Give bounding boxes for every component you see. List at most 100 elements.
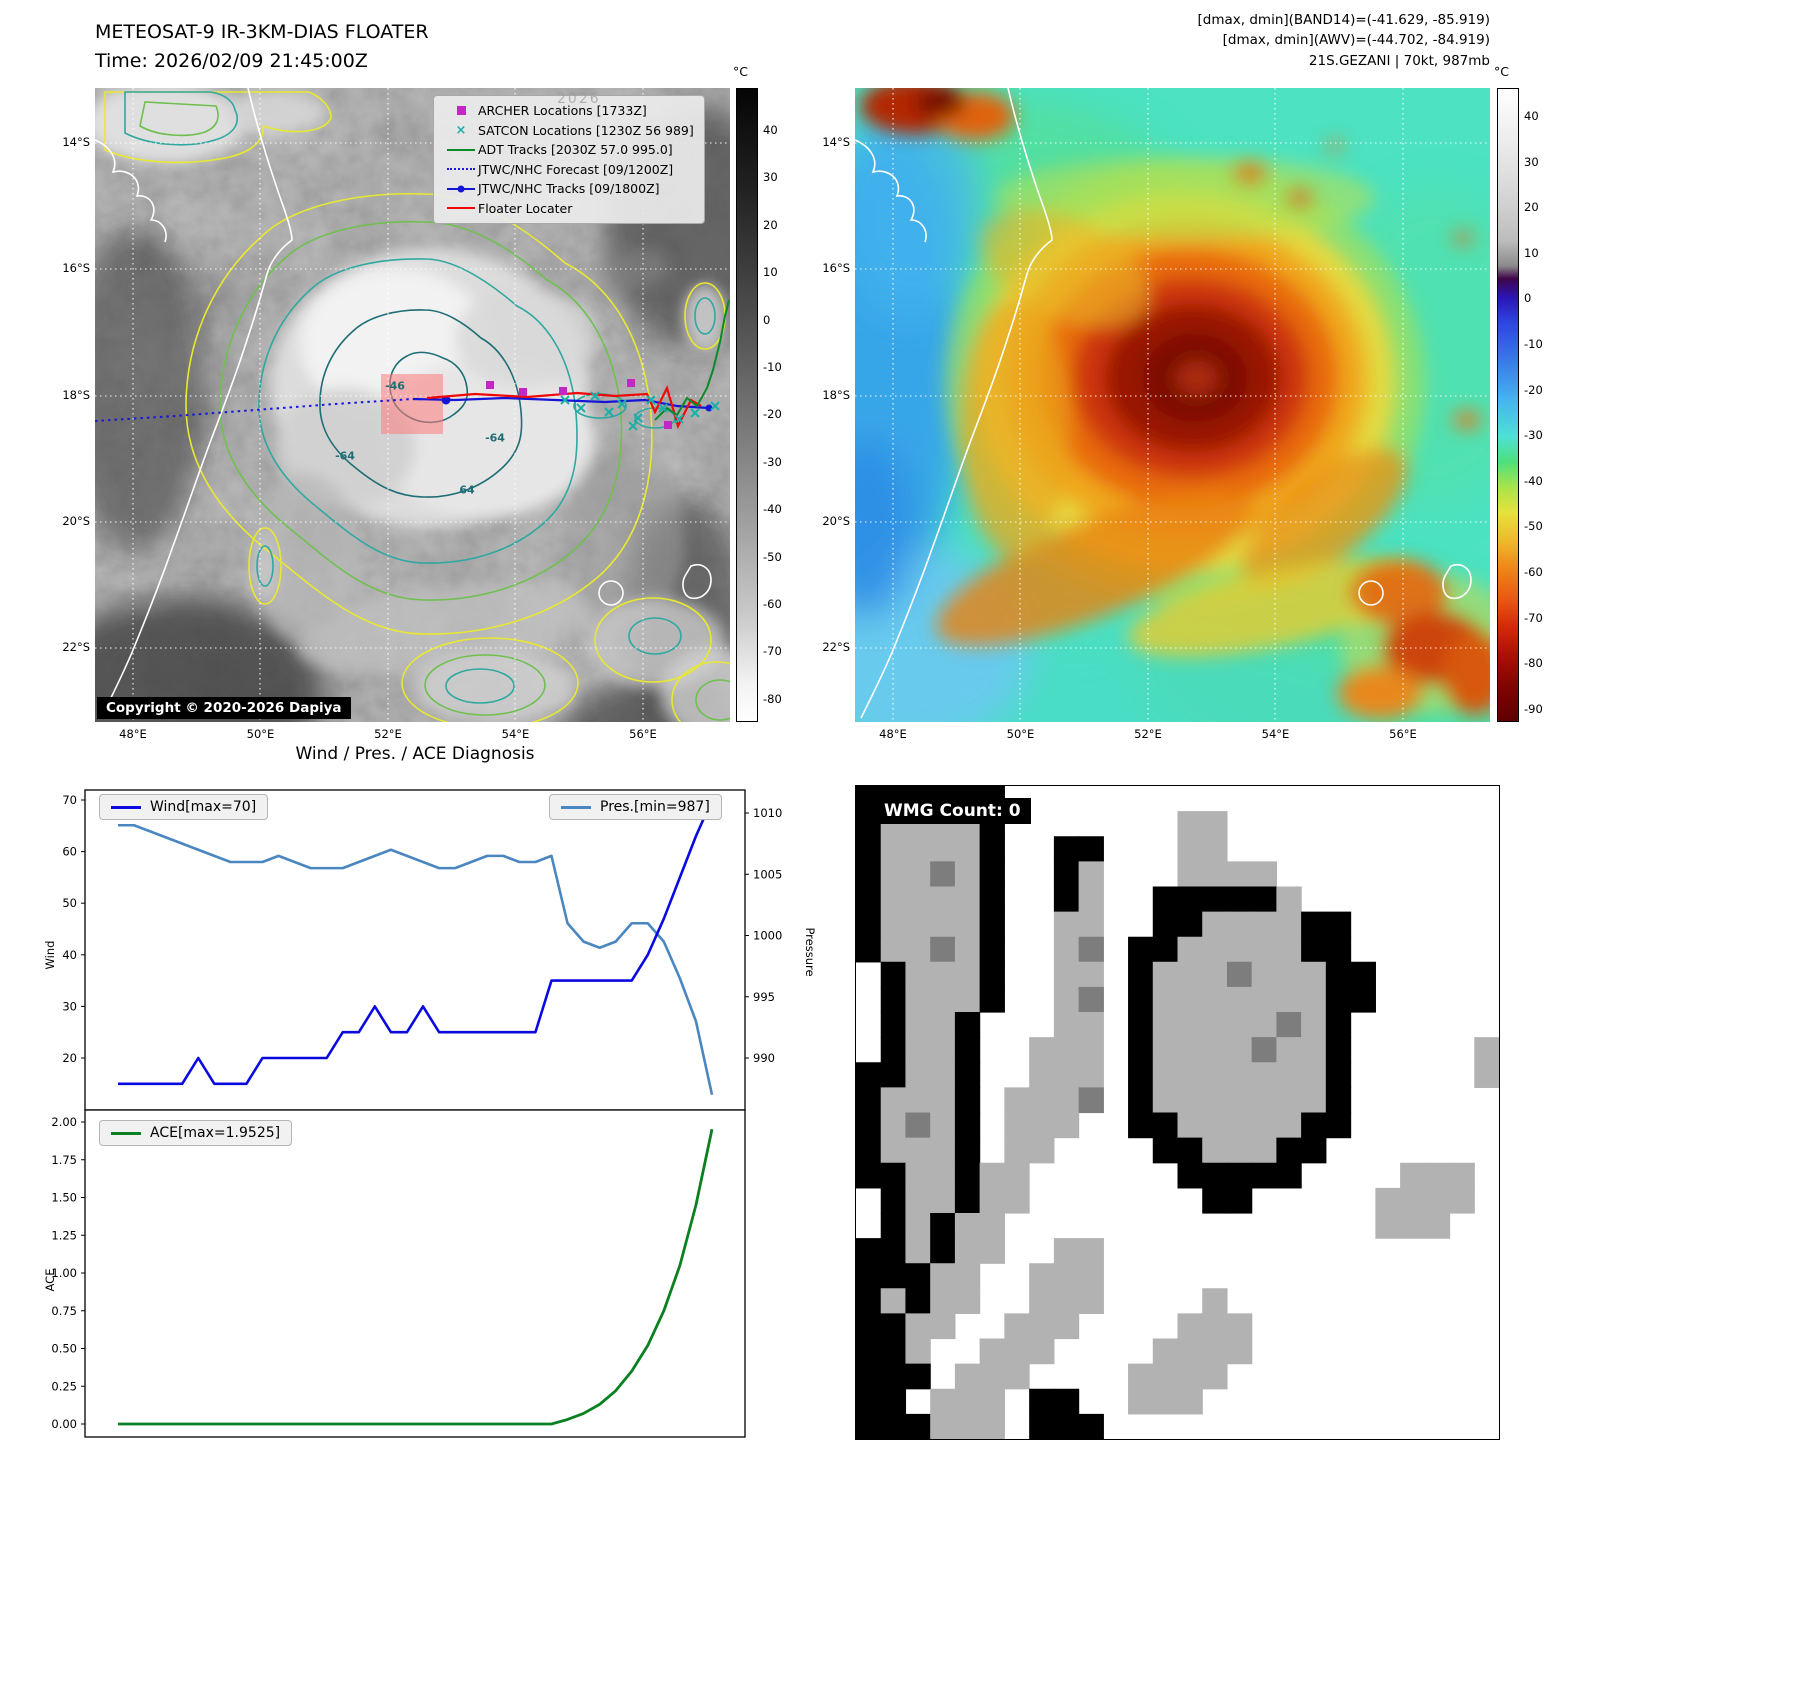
line-marker bbox=[444, 148, 478, 151]
colorbar-tick-label: -60 bbox=[763, 597, 782, 611]
map-legend: ARCHER Locations [1733Z] × SATCON Location… bbox=[433, 95, 705, 224]
y-tick-label: 18°S bbox=[822, 387, 850, 402]
colorbar-tick-label: -10 bbox=[1524, 337, 1543, 351]
legend-item: ADT Tracks [2030Z 57.0 995.0] bbox=[444, 140, 694, 160]
contour-label: -64 bbox=[485, 431, 505, 445]
ace-tick-label: 2.00 bbox=[51, 1115, 77, 1129]
wmg-grid-image bbox=[856, 786, 1499, 1439]
colorbar-tick-label: -30 bbox=[1524, 428, 1543, 443]
y-tick-label: 22°S bbox=[62, 640, 90, 655]
legend-item-label: JTWC/NHC Tracks [09/1800Z] bbox=[478, 181, 660, 197]
wind-line-sample bbox=[111, 805, 141, 809]
archer-location-markers bbox=[486, 379, 672, 429]
left-map-x-axis: 48°E 50°E 52°E 54°E 56°E bbox=[95, 727, 730, 745]
ace-tick-label: 1.00 bbox=[51, 1266, 77, 1280]
wmg-panel: WMG Count: 0 bbox=[855, 785, 1500, 1440]
wind-pressure-plot-frame bbox=[84, 789, 746, 1111]
ace-tick-label: 0.50 bbox=[51, 1342, 77, 1356]
wind-pressure-chart: 70 60 50 40 30 20 1010 1005 1000 995 990 Wind Pressu… bbox=[43, 789, 817, 1111]
floater-focus-box bbox=[381, 374, 443, 434]
left-colorbar-unit: °C bbox=[733, 64, 748, 79]
colorbar-tick-label: -70 bbox=[1524, 610, 1543, 625]
colorbar-tick-label: -10 bbox=[763, 360, 782, 374]
ir-grayscale-map: -64 -46 -64 64 2026 ARCHER Locations [1733Z… bbox=[95, 88, 730, 722]
cloud-shield bbox=[95, 88, 730, 722]
left-map-time: Time: 2026/02/09 21:45:00Z bbox=[95, 50, 368, 73]
legend-item-label: JTWC/NHC Forecast [09/1200Z] bbox=[478, 161, 674, 177]
pressure-line-sample bbox=[561, 805, 591, 809]
pressure-tick-label: 1000 bbox=[753, 929, 782, 943]
ace-axis-label: ACE bbox=[43, 1269, 57, 1292]
contour-label: -46 bbox=[385, 379, 405, 393]
ace-line-sample bbox=[111, 1131, 141, 1135]
y-tick-label: 14°S bbox=[822, 135, 850, 149]
pressure-tick-label: 995 bbox=[753, 990, 775, 1004]
coastline bbox=[95, 88, 712, 719]
right-map-x-axis: 48°E 50°E 52°E 54°E 56°E bbox=[855, 727, 1490, 745]
left-map-title-block: METEOSAT-9 IR-3KM-DIAS FLOATER Time: 202… bbox=[95, 18, 429, 77]
right-map-y-axis: 14°S 16°S 18°S 20°S 22°S bbox=[810, 88, 850, 728]
colorbar-tick-label: 30 bbox=[1524, 154, 1539, 169]
legend-item: × SATCON Locations [1230Z 56 989] bbox=[444, 121, 694, 141]
wind-tick-label: 60 bbox=[62, 845, 77, 859]
dotted-marker bbox=[444, 168, 478, 171]
x-tick-label: 48°E bbox=[119, 727, 147, 741]
colorbar-tick-label: 20 bbox=[1524, 200, 1539, 215]
pressure-tick-label: 1005 bbox=[753, 867, 782, 881]
legend-item: JTWC/NHC Forecast [09/1200Z] bbox=[444, 160, 694, 180]
y-tick-label: 16°S bbox=[62, 261, 90, 276]
pressure-legend: Pres.[min=987] bbox=[549, 794, 722, 820]
coastline bbox=[855, 88, 1472, 719]
legend-item: JTWC/NHC Tracks [09/1800Z] bbox=[444, 179, 694, 199]
contour-label: -64 bbox=[335, 449, 355, 463]
legend-item-label: SATCON Locations [1230Z 56 989] bbox=[478, 122, 694, 138]
x-tick-label: 52°E bbox=[1134, 727, 1162, 741]
ir-color-satellite-image bbox=[855, 88, 1490, 722]
track-lines bbox=[95, 299, 730, 431]
ir-color-map bbox=[855, 88, 1490, 722]
legend-item: Floater Locater bbox=[444, 199, 694, 219]
x-tick-label: 50°E bbox=[246, 727, 275, 741]
ace-tick-label: 0.75 bbox=[51, 1304, 77, 1318]
colorbar-tick-label: 30 bbox=[763, 170, 778, 185]
jtwc-forecast-line bbox=[95, 398, 414, 422]
colorbar-tick-label: 20 bbox=[763, 217, 778, 232]
left-map-y-axis: 14°S 16°S 18°S 20°S 22°S bbox=[50, 88, 90, 728]
x-tick-label: 54°E bbox=[1261, 727, 1290, 741]
storm-id-intensity: 21S.GEZANI | 70kt, 987mb bbox=[1308, 52, 1490, 69]
wind-legend: Wind[max=70] bbox=[99, 794, 269, 820]
right-colorbar-ticks: 40 30 20 10 0 -10 -20 -30 -40 -50 -60 -70 -80 -90 bbox=[1524, 88, 1570, 728]
square-marker bbox=[444, 106, 478, 116]
graticule bbox=[855, 88, 1490, 722]
ace-tick-label: 0.00 bbox=[51, 1417, 77, 1431]
colorbar-tick-label: -20 bbox=[763, 407, 782, 422]
ace-legend-label: ACE[max=1.9525] bbox=[150, 1125, 281, 1141]
x-tick-label: 54°E bbox=[501, 727, 530, 741]
storm-core bbox=[936, 156, 1425, 657]
legend-item: ARCHER Locations [1733Z] bbox=[444, 101, 694, 121]
wind-tick-label: 70 bbox=[62, 793, 77, 807]
colorbar-tick-label: 10 bbox=[763, 265, 778, 280]
floater-locater-line bbox=[426, 384, 702, 430]
y-tick-label: 22°S bbox=[822, 640, 850, 655]
right-map-info-block: [dmax, dmin](BAND14)=(-41.629, -85.919) … bbox=[1000, 10, 1490, 71]
wind-tick-label: 40 bbox=[62, 948, 77, 962]
colorbar-tick-label: 40 bbox=[763, 123, 778, 137]
wind-axis-label: Wind bbox=[43, 941, 57, 970]
y-tick-label: 20°S bbox=[62, 513, 90, 528]
x-tick-label: 56°E bbox=[629, 727, 657, 741]
ace-plot-frame bbox=[84, 1109, 746, 1438]
x-tick-label: 50°E bbox=[1006, 727, 1035, 741]
left-colorbar bbox=[736, 88, 758, 722]
x-marker: × bbox=[455, 122, 467, 138]
ace-tick-label: 1.50 bbox=[51, 1191, 77, 1205]
ace-line bbox=[118, 1128, 714, 1426]
diagnosis-title: Wind / Pres. / ACE Diagnosis bbox=[295, 744, 535, 764]
right-colorbar bbox=[1497, 88, 1519, 722]
ace-tick-label: 1.75 bbox=[51, 1153, 77, 1167]
legend-item-label: ARCHER Locations [1733Z] bbox=[478, 103, 647, 119]
wind-tick-label: 50 bbox=[62, 896, 77, 910]
colorbar-tick-label: -30 bbox=[763, 454, 782, 469]
y-tick-label: 16°S bbox=[822, 261, 850, 276]
colorbar-tick-label: 40 bbox=[1524, 109, 1539, 123]
